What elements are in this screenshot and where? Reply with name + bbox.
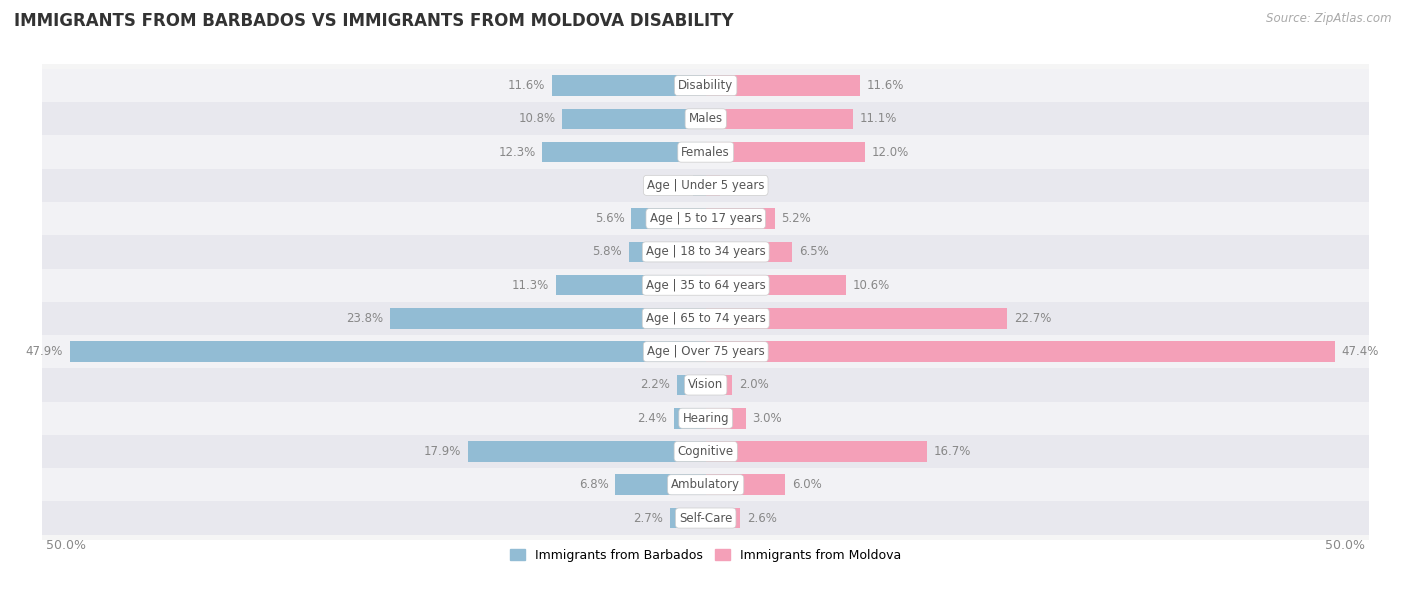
Text: Cognitive: Cognitive xyxy=(678,445,734,458)
Text: 50.0%: 50.0% xyxy=(1326,539,1365,551)
Bar xyxy=(42,468,1369,501)
Bar xyxy=(631,208,706,229)
Text: 16.7%: 16.7% xyxy=(934,445,972,458)
Bar xyxy=(706,341,1334,362)
Bar xyxy=(706,175,720,196)
Bar xyxy=(70,341,706,362)
Bar xyxy=(706,108,853,129)
Bar xyxy=(706,208,775,229)
Text: 11.6%: 11.6% xyxy=(866,79,904,92)
Bar xyxy=(616,474,706,495)
Text: 17.9%: 17.9% xyxy=(425,445,461,458)
Bar xyxy=(706,75,859,96)
Bar xyxy=(42,435,1369,468)
Text: 2.6%: 2.6% xyxy=(747,512,776,524)
Text: Males: Males xyxy=(689,113,723,125)
Bar xyxy=(42,235,1369,269)
Bar xyxy=(669,508,706,528)
Text: Age | 5 to 17 years: Age | 5 to 17 years xyxy=(650,212,762,225)
Bar xyxy=(468,441,706,462)
Text: Age | 65 to 74 years: Age | 65 to 74 years xyxy=(645,312,766,325)
Bar xyxy=(42,269,1369,302)
Text: 6.5%: 6.5% xyxy=(799,245,828,258)
Bar xyxy=(389,308,706,329)
Text: 11.3%: 11.3% xyxy=(512,278,550,292)
Bar xyxy=(42,335,1369,368)
Bar xyxy=(706,275,846,296)
Bar xyxy=(42,368,1369,401)
Text: 11.6%: 11.6% xyxy=(508,79,546,92)
Text: 11.1%: 11.1% xyxy=(859,113,897,125)
Text: 6.8%: 6.8% xyxy=(579,478,609,491)
Text: 5.6%: 5.6% xyxy=(595,212,624,225)
Text: 5.8%: 5.8% xyxy=(592,245,621,258)
Bar xyxy=(562,108,706,129)
Text: 2.0%: 2.0% xyxy=(740,378,769,392)
Bar xyxy=(628,242,706,262)
Bar xyxy=(706,242,792,262)
Bar xyxy=(42,302,1369,335)
Bar xyxy=(706,441,928,462)
Text: 5.2%: 5.2% xyxy=(782,212,811,225)
Bar xyxy=(676,375,706,395)
Bar xyxy=(42,135,1369,169)
Text: Age | Under 5 years: Age | Under 5 years xyxy=(647,179,765,192)
Text: IMMIGRANTS FROM BARBADOS VS IMMIGRANTS FROM MOLDOVA DISABILITY: IMMIGRANTS FROM BARBADOS VS IMMIGRANTS F… xyxy=(14,12,734,30)
Bar xyxy=(543,142,706,162)
Bar xyxy=(42,102,1369,135)
Bar xyxy=(551,75,706,96)
Text: 2.4%: 2.4% xyxy=(637,412,668,425)
Text: Age | 18 to 34 years: Age | 18 to 34 years xyxy=(645,245,766,258)
Text: Age | 35 to 64 years: Age | 35 to 64 years xyxy=(645,278,766,292)
Text: 10.8%: 10.8% xyxy=(519,113,555,125)
Text: Ambulatory: Ambulatory xyxy=(671,478,740,491)
Text: 23.8%: 23.8% xyxy=(346,312,384,325)
Text: 22.7%: 22.7% xyxy=(1014,312,1052,325)
Text: Source: ZipAtlas.com: Source: ZipAtlas.com xyxy=(1267,12,1392,25)
Text: 50.0%: 50.0% xyxy=(46,539,86,551)
Text: Self-Care: Self-Care xyxy=(679,512,733,524)
Text: 47.9%: 47.9% xyxy=(25,345,63,358)
Bar xyxy=(693,175,706,196)
Text: 2.7%: 2.7% xyxy=(633,512,664,524)
Text: Age | Over 75 years: Age | Over 75 years xyxy=(647,345,765,358)
Text: 2.2%: 2.2% xyxy=(640,378,669,392)
Bar xyxy=(42,69,1369,102)
Bar xyxy=(706,408,745,428)
Text: 12.0%: 12.0% xyxy=(872,146,908,159)
Bar xyxy=(706,474,786,495)
Text: Disability: Disability xyxy=(678,79,734,92)
Text: 47.4%: 47.4% xyxy=(1341,345,1379,358)
Text: 6.0%: 6.0% xyxy=(792,478,821,491)
Bar xyxy=(42,202,1369,235)
Bar xyxy=(706,308,1007,329)
Text: Females: Females xyxy=(682,146,730,159)
Text: 12.3%: 12.3% xyxy=(499,146,536,159)
Bar xyxy=(42,169,1369,202)
Text: 10.6%: 10.6% xyxy=(853,278,890,292)
Text: Hearing: Hearing xyxy=(682,412,730,425)
Bar xyxy=(706,375,733,395)
Bar xyxy=(42,501,1369,535)
Bar xyxy=(673,408,706,428)
Legend: Immigrants from Barbados, Immigrants from Moldova: Immigrants from Barbados, Immigrants fro… xyxy=(505,543,907,567)
Text: 1.1%: 1.1% xyxy=(727,179,756,192)
Text: 0.97%: 0.97% xyxy=(650,179,686,192)
Bar xyxy=(706,142,865,162)
Bar xyxy=(706,508,740,528)
Bar xyxy=(555,275,706,296)
Bar xyxy=(42,401,1369,435)
Text: Vision: Vision xyxy=(688,378,723,392)
Text: 3.0%: 3.0% xyxy=(752,412,782,425)
